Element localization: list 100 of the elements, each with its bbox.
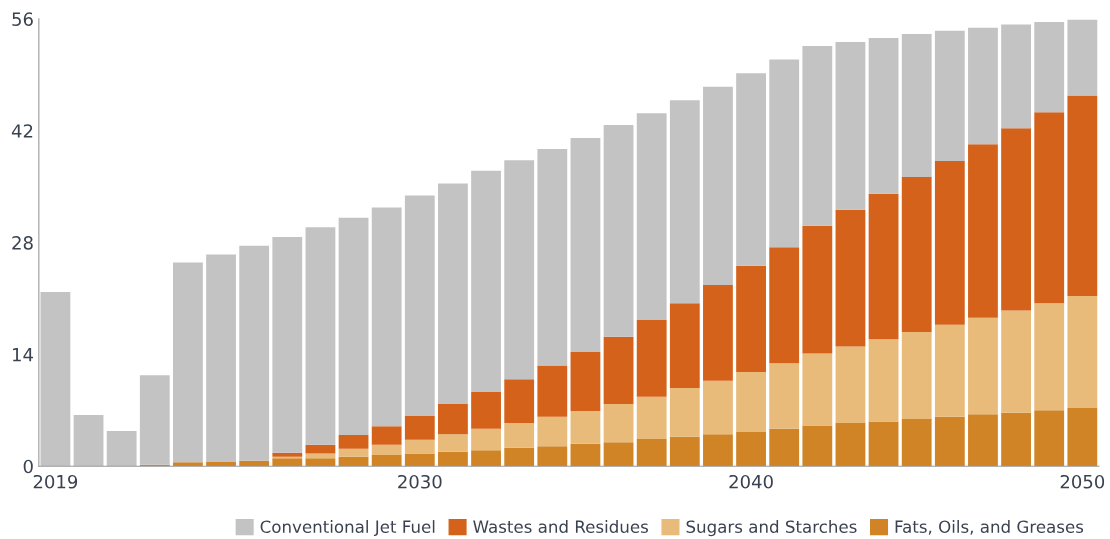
- y-tick-label: 14: [13, 348, 33, 362]
- bar: [173, 462, 203, 467]
- bar: [835, 42, 866, 210]
- bar: [570, 137, 601, 352]
- legend-label: Wastes and Residues: [473, 520, 648, 534]
- bar: [968, 317, 998, 415]
- bar: [438, 434, 468, 452]
- bar: [537, 365, 568, 417]
- bar: [371, 207, 402, 427]
- bar: [471, 391, 501, 429]
- bar: [636, 439, 667, 467]
- bar: [934, 416, 965, 467]
- bar: [669, 387, 700, 437]
- bar: [1067, 95, 1098, 297]
- bar: [139, 375, 170, 465]
- bar: [1001, 412, 1031, 467]
- bar: [570, 411, 601, 444]
- y-tick-label: 0: [23, 459, 33, 474]
- bar: [206, 254, 236, 462]
- bar: [968, 27, 998, 145]
- bar: [73, 415, 104, 467]
- bar: [438, 183, 468, 404]
- y-tick-label: 28: [12, 236, 33, 250]
- bar: [404, 415, 435, 440]
- bar: [603, 403, 634, 443]
- bar: [1034, 410, 1065, 467]
- bar: [868, 193, 899, 340]
- bar: [669, 436, 700, 467]
- bar: [703, 380, 733, 435]
- bar: [835, 423, 866, 467]
- bar: [736, 431, 766, 467]
- bar: [901, 177, 932, 333]
- legend-label: Sugars and Starches: [686, 520, 857, 537]
- bar: [272, 236, 303, 453]
- bar: [305, 453, 336, 459]
- bar: [338, 456, 369, 467]
- bar: [968, 144, 998, 318]
- bar: [636, 320, 667, 397]
- bar: [404, 439, 435, 454]
- bar: [603, 125, 634, 337]
- bar: [703, 284, 733, 381]
- bar: [1001, 310, 1031, 413]
- bar: [802, 353, 833, 426]
- bar: [901, 419, 932, 467]
- bar: [802, 425, 833, 467]
- bar: [471, 450, 501, 467]
- bar: [703, 434, 733, 467]
- bar: [1067, 296, 1098, 408]
- legend-label: Fats, Oils, and Greases: [895, 520, 1084, 535]
- bar: [371, 455, 402, 467]
- bar: [338, 217, 369, 436]
- bar: [206, 461, 236, 467]
- bar: [537, 149, 568, 366]
- bar: [504, 379, 535, 424]
- bar: [1034, 303, 1065, 411]
- bar: [272, 452, 303, 457]
- bar: [802, 46, 833, 226]
- bar: [338, 448, 369, 457]
- bar: [537, 446, 568, 467]
- bar: [769, 363, 800, 429]
- bar: [438, 403, 468, 435]
- bar: [603, 336, 634, 404]
- x-tick-label: 2030: [398, 474, 442, 489]
- bar: [504, 447, 535, 467]
- bar: [934, 161, 965, 325]
- bar: [471, 428, 501, 451]
- bar: [769, 59, 800, 248]
- bar: [636, 396, 667, 440]
- bar: [669, 303, 700, 388]
- bar: [868, 339, 899, 422]
- bar: [868, 421, 899, 467]
- bar: [504, 423, 535, 448]
- bar: [636, 113, 667, 321]
- bar: [603, 442, 634, 467]
- y-tick-label: 56: [12, 12, 33, 26]
- bar: [835, 346, 866, 424]
- legend-label: Conventional Jet Fuel: [260, 520, 435, 537]
- bar: [1001, 128, 1031, 311]
- bar: [338, 435, 369, 449]
- x-tick-label: 2050: [1060, 474, 1105, 489]
- bar: [305, 227, 336, 445]
- y-tick-label: 42: [11, 124, 33, 138]
- bar: [1034, 112, 1065, 304]
- bar: [736, 265, 766, 372]
- bar: [769, 247, 800, 364]
- bar: [173, 262, 203, 463]
- bar: [703, 86, 733, 285]
- bar: [371, 444, 402, 456]
- bar: [570, 443, 601, 467]
- bar: [736, 73, 766, 266]
- bar: [537, 416, 568, 447]
- bar: [471, 170, 501, 392]
- x-tick-label: 2040: [729, 474, 773, 489]
- bar: [1001, 24, 1031, 129]
- bar: [570, 352, 601, 412]
- bar: [868, 38, 899, 194]
- bar: [901, 332, 932, 420]
- bar: [736, 371, 766, 432]
- bar: [769, 428, 800, 467]
- bar: [669, 100, 700, 304]
